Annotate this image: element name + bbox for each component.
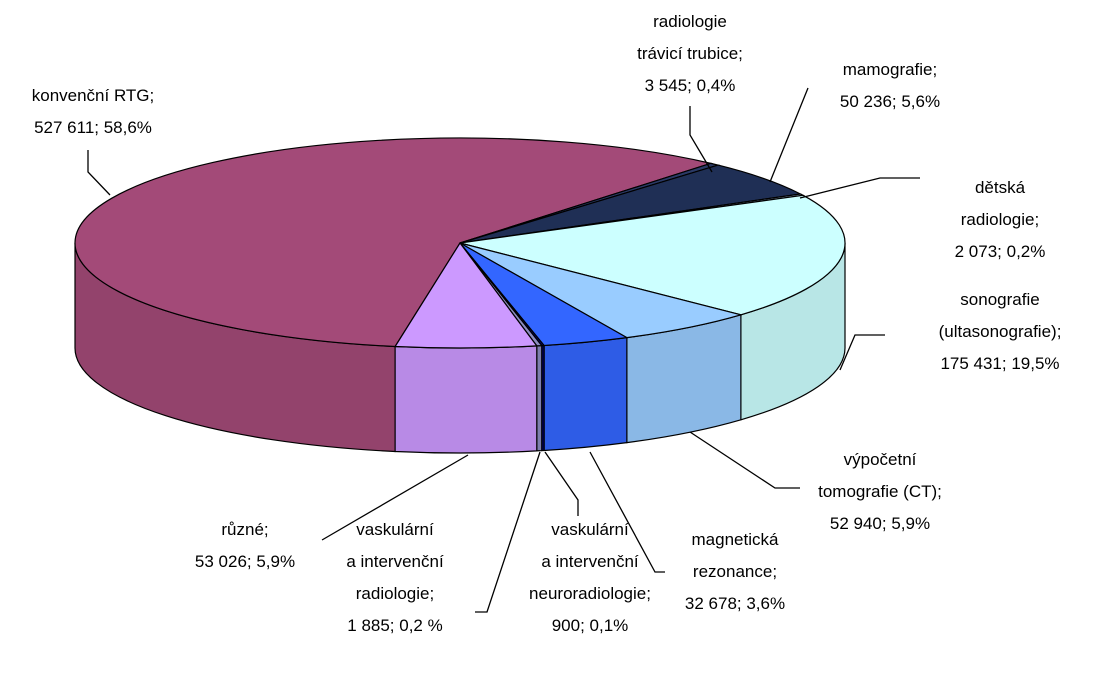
data-label: vaskulární a intervenční radiologie; 1 88… <box>346 514 443 642</box>
data-label: mamografie; 50 236; 5,6% <box>840 54 940 118</box>
category-label: vaskulární a intervenční radiologie; <box>346 520 444 603</box>
leader-line <box>321 454 469 541</box>
slice <box>74 137 714 348</box>
category-label: výpočetní tomografie (CT); <box>818 450 942 501</box>
value-label: 527 611; 58,6% <box>34 118 152 137</box>
slice-side <box>536 344 543 452</box>
leader-line <box>544 451 579 516</box>
leader-line <box>839 334 885 371</box>
value-label: 3 545; 0,4% <box>644 76 736 95</box>
value-label: 53 026; 5,9% <box>194 552 296 571</box>
leader-line <box>799 177 920 199</box>
data-label: různé; 53 026; 5,9% <box>195 514 295 578</box>
category-label: různé; <box>221 520 269 539</box>
value-label: 52 940; 5,9% <box>829 514 931 533</box>
slice <box>394 241 538 349</box>
slice-side <box>394 345 538 454</box>
slice <box>459 194 846 316</box>
leader-line <box>769 87 809 183</box>
value-label: 1 885; 0,2 % <box>347 616 443 635</box>
category-label: mamografie; <box>842 60 938 79</box>
leader-line <box>87 150 111 196</box>
value-label: 2 073; 0,2% <box>954 242 1046 261</box>
data-label: konvenční RTG; 527 611; 58,6% <box>32 80 155 144</box>
value-label: 32 678; 3,6% <box>684 594 786 613</box>
data-label: radiologie trávicí trubice; 3 545; 0,4% <box>637 6 743 102</box>
category-label: dětská radiologie; <box>960 178 1040 229</box>
data-label: vaskulární a intervenční neuroradiologie… <box>529 514 651 642</box>
leader-line <box>475 451 541 613</box>
leader-line <box>689 106 713 173</box>
value-label: 175 431; 19,5% <box>940 354 1060 373</box>
data-label: sonografie (ultasonografie); 175 431; 19,… <box>939 284 1062 380</box>
leader-line <box>689 431 800 489</box>
leader-line <box>589 451 665 573</box>
category-label: sonografie (ultasonografie); <box>938 290 1062 341</box>
slice-side <box>543 336 628 452</box>
slice <box>459 242 744 339</box>
value-label: 50 236; 5,6% <box>839 92 941 111</box>
category-label: konvenční RTG; <box>31 86 155 105</box>
data-label: magnetická rezonance; 32 678; 3,6% <box>685 524 785 620</box>
category-label: vaskulární a intervenční neuroradiologie… <box>529 520 651 603</box>
category-label: radiologie trávicí trubice; <box>637 12 743 63</box>
data-label: dětská radiologie; 2 073; 0,2% <box>953 172 1047 268</box>
data-label: výpočetní tomografie (CT); 52 940; 5,9% <box>818 444 942 540</box>
category-label: magnetická rezonance; <box>691 530 779 581</box>
value-label: 900; 0,1% <box>551 616 629 635</box>
slice <box>459 164 803 244</box>
